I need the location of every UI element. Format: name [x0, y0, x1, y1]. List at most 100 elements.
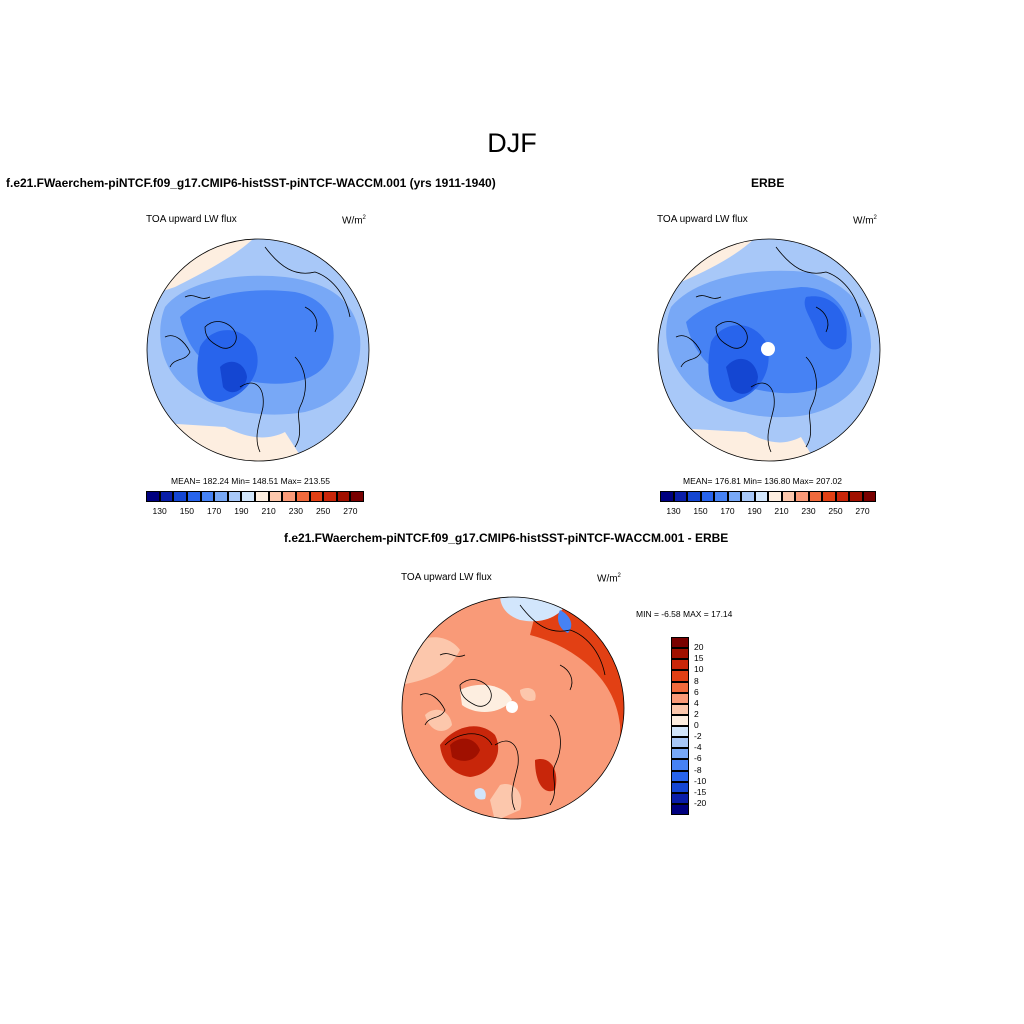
diff-polar-map — [401, 596, 625, 820]
colorbar-tick-label: 130 — [152, 506, 167, 516]
diff-units-label: W/m2 — [597, 573, 621, 585]
colorbar-tick-label: 10 — [694, 664, 704, 675]
colorbar-tick-label: 20 — [694, 642, 704, 653]
colorbar-box — [671, 648, 689, 660]
colorbar-tick-label: 170 — [720, 506, 735, 516]
colorbar-tick-label: 270 — [855, 506, 870, 516]
colorbar-tick-label: 250 — [316, 506, 331, 516]
colorbar-box — [795, 491, 809, 502]
colorbar-box — [671, 726, 689, 738]
colorbar-tick-label: -2 — [694, 731, 702, 742]
colorbar-box — [727, 491, 741, 502]
colorbar-tick-label: 150 — [179, 506, 194, 516]
obs-polar-map — [657, 238, 881, 462]
model-field-label: TOA upward LW flux — [146, 214, 237, 225]
colorbar-box — [714, 491, 728, 502]
colorbar-tick-label: 8 — [694, 675, 699, 686]
obs-case-title: ERBE — [751, 176, 785, 190]
colorbar-box — [808, 491, 822, 502]
model-units-label: W/m2 — [342, 215, 366, 227]
colorbar-tick-label: -15 — [694, 786, 707, 797]
colorbar-box — [671, 681, 689, 693]
colorbar-box — [671, 737, 689, 749]
colorbar-box — [671, 748, 689, 760]
colorbar-tick-label: -4 — [694, 742, 702, 753]
colorbar-box — [687, 491, 701, 502]
colorbar-tick-label: 15 — [694, 653, 704, 664]
colorbar-tick-label: 170 — [207, 506, 222, 516]
colorbar-tick-label: 190 — [747, 506, 762, 516]
diff-colorbar-labels: 20 15 10 8 6 4 2 0 -2 -4 -6 -8 -10 -15 -20 — [694, 637, 724, 815]
colorbar-box — [671, 759, 689, 771]
colorbar-box — [295, 491, 310, 502]
colorbar-box — [671, 670, 689, 682]
colorbar-box — [214, 491, 228, 502]
colorbar-tick-label: 0 — [694, 720, 699, 730]
colorbar-box — [671, 637, 689, 649]
colorbar-box — [227, 491, 242, 502]
colorbar-box — [309, 491, 324, 502]
colorbar-tick-label: -6 — [694, 753, 702, 764]
colorbar-box — [241, 491, 255, 502]
colorbar-box — [671, 770, 689, 782]
colorbar-tick-label: 250 — [828, 506, 843, 516]
colorbar-box — [350, 491, 364, 502]
colorbar-box — [671, 659, 689, 671]
colorbar-box — [159, 491, 174, 502]
colorbar-box — [671, 714, 689, 726]
colorbar-box — [671, 781, 689, 793]
colorbar-box — [186, 491, 201, 502]
colorbar-box — [741, 491, 755, 502]
colorbar-tick-label: 270 — [343, 506, 358, 516]
diff-field-label: TOA upward LW flux — [401, 572, 492, 583]
colorbar-tick-label: 6 — [694, 686, 699, 697]
colorbar-tick-label: 190 — [234, 506, 249, 516]
model-polar-map — [146, 238, 370, 462]
diff-stats: MIN = -6.58 MAX = 17.14 — [636, 609, 733, 619]
colorbar-box — [822, 491, 836, 502]
diff-colorbar — [671, 637, 689, 815]
colorbar-tick-label: 2 — [694, 708, 699, 719]
colorbar-tick-label: -8 — [694, 764, 702, 775]
obs-colorbar-labels: 130 150 170 190 210 230 250 270 — [660, 506, 876, 516]
colorbar-box — [673, 491, 687, 502]
colorbar-box — [671, 703, 689, 715]
colorbar-box — [862, 491, 876, 502]
colorbar-box — [835, 491, 849, 502]
colorbar-box — [700, 491, 714, 502]
obs-colorbar — [660, 491, 876, 502]
colorbar-box — [671, 792, 689, 804]
colorbar-box — [336, 491, 351, 502]
colorbar-tick-label: 230 — [801, 506, 816, 516]
colorbar-tick-label: 210 — [261, 506, 276, 516]
diff-case-title: f.e21.FWaerchem-piNTCF.f09_g17.CMIP6-his… — [284, 531, 729, 545]
obs-field-label: TOA upward LW flux — [657, 214, 748, 225]
model-stats: MEAN= 182.24 Min= 148.51 Max= 213.55 — [171, 476, 331, 486]
colorbar-box — [323, 491, 337, 502]
colorbar-tick-label: -10 — [694, 775, 707, 786]
colorbar-box — [146, 491, 160, 502]
model-case-title: f.e21.FWaerchem-piNTCF.f09_g17.CMIP6-his… — [6, 176, 496, 190]
colorbar-box — [255, 491, 269, 502]
colorbar-tick-label: -20 — [694, 797, 707, 808]
colorbar-box — [173, 491, 187, 502]
colorbar-tick-label: 130 — [666, 506, 681, 516]
model-colorbar — [146, 491, 364, 502]
colorbar-box — [849, 491, 863, 502]
colorbar-tick-label: 230 — [288, 506, 303, 516]
colorbar-tick-label: 210 — [774, 506, 789, 516]
colorbar-tick-label: 150 — [693, 506, 708, 516]
colorbar-tick-label: 4 — [694, 697, 699, 708]
obs-units-label: W/m2 — [853, 215, 877, 227]
colorbar-box — [200, 491, 215, 502]
model-colorbar-labels: 130 150 170 190 210 230 250 270 — [146, 506, 364, 516]
colorbar-box — [754, 491, 768, 502]
colorbar-box — [282, 491, 296, 502]
colorbar-box — [671, 692, 689, 704]
figure-title: DJF — [487, 128, 537, 158]
colorbar-box — [781, 491, 795, 502]
colorbar-box — [268, 491, 283, 502]
colorbar-box — [768, 491, 782, 502]
colorbar-box — [660, 491, 674, 502]
obs-stats: MEAN= 176.81 Min= 136.80 Max= 207.02 — [683, 476, 843, 486]
